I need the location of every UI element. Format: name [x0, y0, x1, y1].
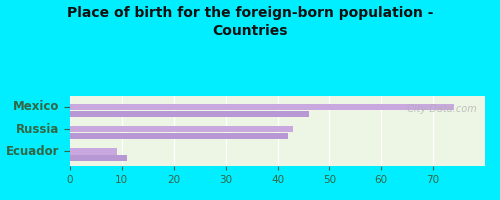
- Bar: [70, 126, 293, 132]
- Text: Place of birth for the foreign-born population -
Countries: Place of birth for the foreign-born popu…: [67, 6, 433, 38]
- Bar: [70, 155, 127, 161]
- Bar: [70, 133, 288, 139]
- Bar: [70, 148, 116, 155]
- Bar: [70, 104, 454, 110]
- Text: City-Data.com: City-Data.com: [404, 104, 476, 114]
- Bar: [70, 111, 308, 117]
